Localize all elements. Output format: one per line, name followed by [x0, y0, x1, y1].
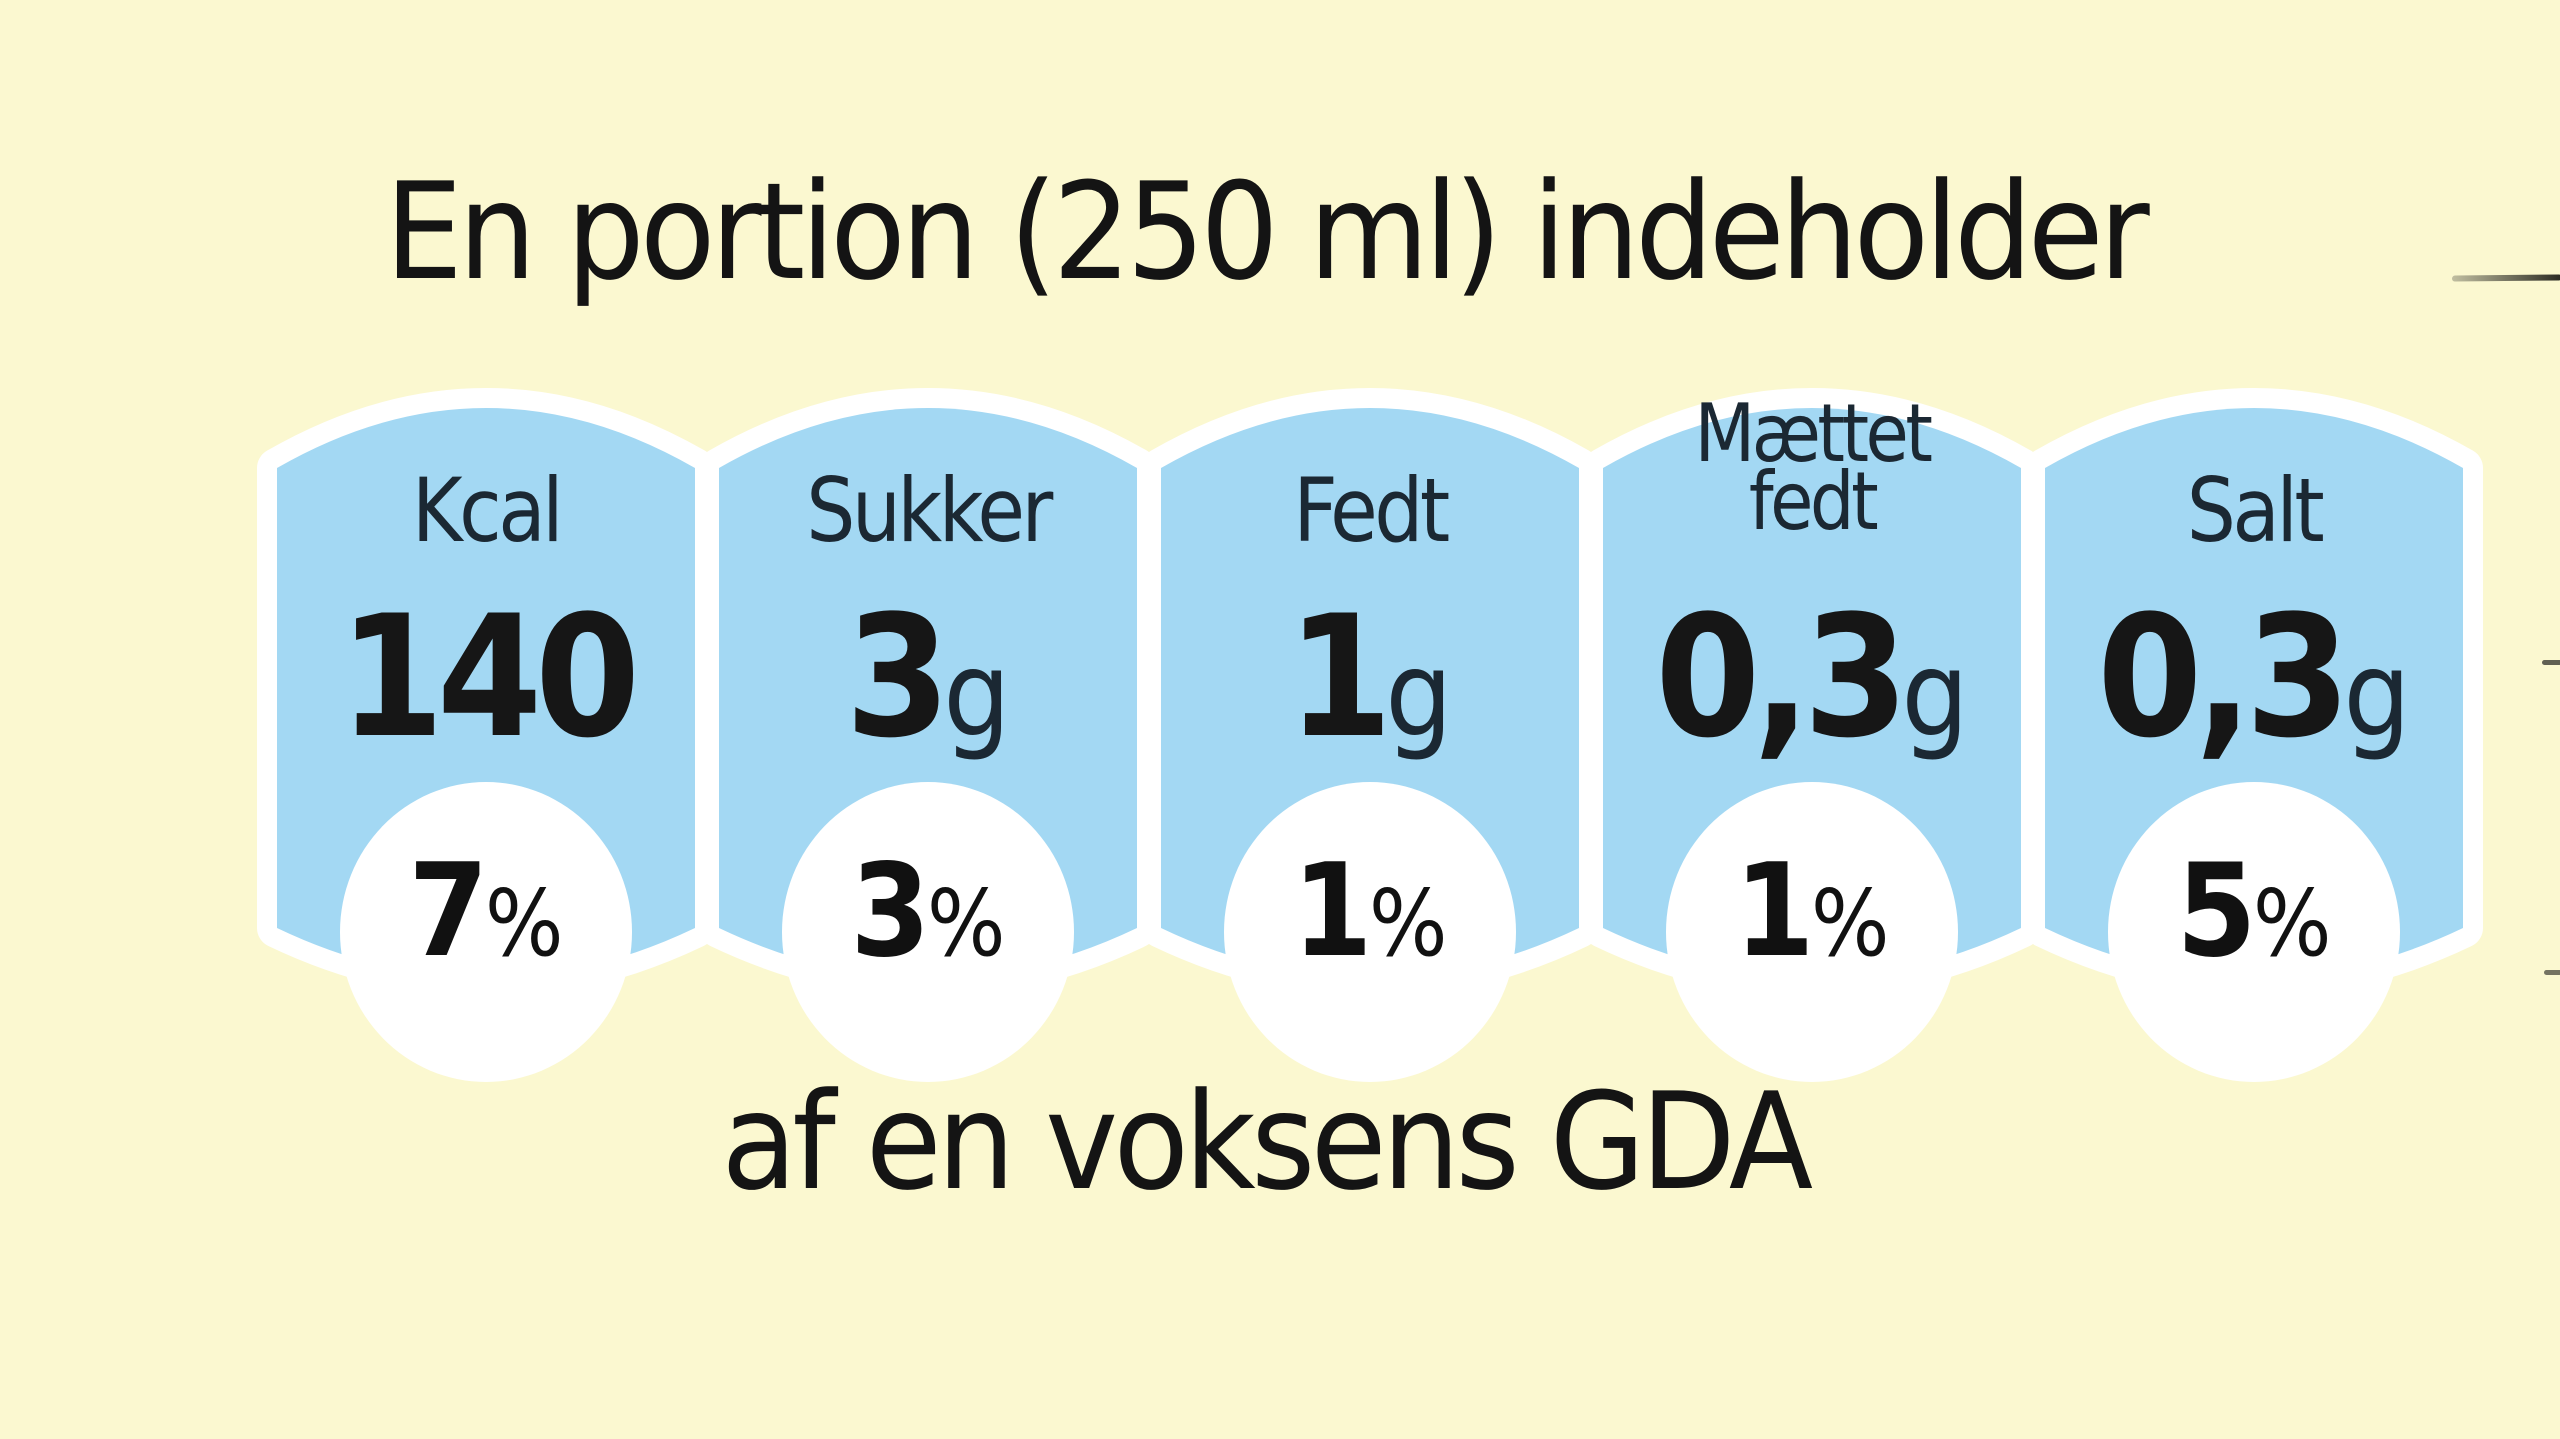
percent-symbol: %: [926, 870, 1006, 977]
gda-percent: 3%: [740, 842, 1116, 994]
percent-number: 1: [1292, 837, 1372, 986]
nutrient-label: Mættet fedt: [1628, 387, 1996, 548]
value-unit: g: [943, 625, 1011, 763]
nutrient-label: Fedt: [1293, 459, 1450, 562]
percent-number: 1: [1734, 837, 1814, 986]
card-shape-group: [277, 408, 2463, 1082]
gda-footer: af en voksens GDA: [721, 1064, 1813, 1220]
percent-number: 5: [2176, 837, 2256, 986]
nutrient-card-kcal: Kcal 140 7%: [277, 0, 695, 982]
value-unit: g: [1901, 625, 1969, 763]
nutrient-value: 0,3g: [1624, 582, 2000, 789]
nutrient-label: Kcal: [411, 459, 564, 562]
nutrient-card-salt: Salt 0,3g 5%: [2045, 0, 2463, 982]
gda-percent: 7%: [298, 842, 674, 994]
value-number: 0,3: [1655, 579, 1908, 775]
nutrient-card-fedt: Fedt 1g 1%: [1161, 0, 1579, 982]
nutrient-value: 3g: [740, 582, 1116, 789]
percent-number: 3: [850, 837, 930, 986]
leader-line-middle: [2542, 660, 2560, 665]
percent-symbol: %: [1810, 870, 1890, 977]
nutrient-value: 0,3g: [2066, 582, 2442, 789]
label-line-1: Mættet: [1694, 387, 1933, 480]
value-number: 140: [338, 579, 640, 775]
nutrient-label: Salt: [2186, 459, 2325, 562]
gda-percent: 1%: [1624, 842, 2000, 994]
portion-heading: En portion (250 ml) indeholder: [384, 154, 2150, 310]
label-line-2: fedt: [1748, 455, 1879, 548]
percent-symbol: %: [484, 870, 564, 977]
percent-symbol: %: [1368, 870, 1448, 977]
nutrient-label: Sukker: [806, 459, 1053, 562]
leader-line-top: [2451, 274, 2560, 282]
nutrient-value: 1g: [1182, 582, 1558, 789]
value-number: 0,3: [2097, 579, 2350, 775]
percent-number: 7: [408, 837, 488, 986]
nutrient-card-maettet-fedt: Mættet fedt 0,3g 1%: [1603, 0, 2021, 982]
percent-symbol: %: [2252, 870, 2332, 977]
nutrient-card-sukker: Sukker 3g 3%: [719, 0, 1137, 982]
gda-percent: 5%: [2066, 842, 2442, 994]
value-number: 1: [1287, 579, 1392, 775]
value-number: 3: [845, 579, 950, 775]
leader-line-bottom: [2544, 970, 2560, 975]
value-unit: g: [2343, 625, 2411, 763]
nutrient-value: 140: [298, 582, 674, 789]
value-unit: g: [1385, 625, 1453, 763]
gda-percent: 1%: [1182, 842, 1558, 994]
